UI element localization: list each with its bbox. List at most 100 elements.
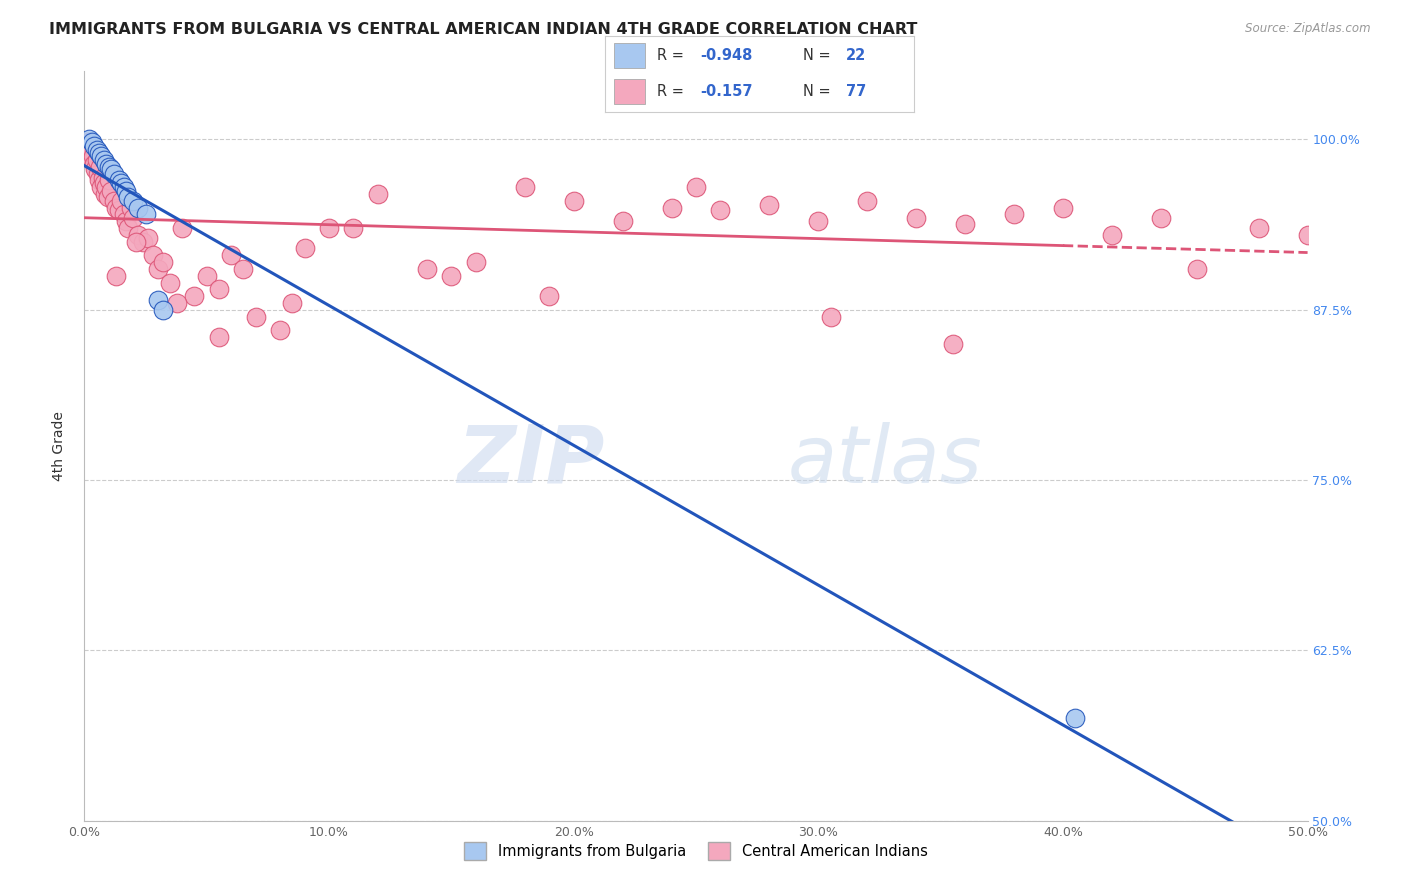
Text: ZIP: ZIP [457, 422, 605, 500]
Point [122, 211, 145, 226]
Point [807, 214, 830, 228]
Text: 22: 22 [846, 47, 866, 62]
Point [117, 221, 139, 235]
Point [136, 230, 159, 244]
Point [77, 135, 100, 149]
Point [112, 207, 135, 221]
Point [146, 261, 169, 276]
Point [152, 302, 174, 317]
Point [1187, 261, 1209, 276]
Point [79, 146, 101, 161]
Point [942, 336, 965, 351]
Point [612, 214, 634, 228]
Point [269, 323, 291, 337]
Point [1064, 711, 1087, 725]
Point [146, 293, 169, 308]
Point [183, 289, 205, 303]
Point [77, 132, 100, 146]
Point [117, 190, 139, 204]
Point [107, 173, 129, 187]
Point [820, 310, 842, 324]
Point [100, 184, 122, 198]
Point [97, 173, 120, 187]
Point [294, 242, 316, 256]
Point [1052, 201, 1074, 215]
Point [416, 261, 439, 276]
Point [115, 184, 138, 198]
Point [135, 207, 157, 221]
Point [76, 139, 98, 153]
Point [112, 180, 135, 194]
Point [97, 190, 120, 204]
Text: -0.157: -0.157 [700, 84, 754, 98]
Point [464, 255, 486, 269]
Point [127, 201, 149, 215]
Point [107, 203, 129, 218]
Point [953, 217, 976, 231]
Point [120, 201, 142, 215]
Point [96, 180, 118, 194]
Point [100, 162, 122, 177]
Point [127, 227, 149, 242]
Bar [614, 43, 645, 68]
Point [208, 330, 231, 344]
Point [90, 180, 112, 194]
Point [82, 149, 104, 163]
Legend: Immigrants from Bulgaria, Central American Indians: Immigrants from Bulgaria, Central Americ… [458, 837, 934, 866]
Point [83, 139, 105, 153]
Text: Source: ZipAtlas.com: Source: ZipAtlas.com [1246, 22, 1371, 36]
Point [87, 146, 110, 161]
Text: IMMIGRANTS FROM BULGARIA VS CENTRAL AMERICAN INDIAN 4TH GRADE CORRELATION CHART: IMMIGRANTS FROM BULGARIA VS CENTRAL AMER… [49, 22, 918, 37]
Point [87, 173, 110, 187]
Point [97, 160, 120, 174]
Point [103, 167, 125, 181]
Point [93, 153, 115, 167]
Y-axis label: 4th Grade: 4th Grade [52, 411, 66, 481]
Point [122, 194, 145, 208]
Point [195, 268, 218, 283]
Point [110, 194, 132, 208]
Point [245, 310, 267, 324]
Point [1296, 227, 1319, 242]
Point [538, 289, 561, 303]
Text: 77: 77 [846, 84, 866, 98]
Point [856, 194, 879, 208]
Point [1002, 207, 1025, 221]
Point [562, 194, 585, 208]
Point [758, 198, 780, 212]
Point [440, 268, 463, 283]
Point [87, 167, 110, 181]
Bar [614, 78, 645, 104]
Point [77, 144, 100, 158]
Point [1247, 221, 1270, 235]
Point [84, 162, 107, 177]
Point [142, 248, 165, 262]
Point [115, 214, 138, 228]
Point [1101, 227, 1123, 242]
Point [159, 276, 181, 290]
Point [208, 282, 231, 296]
Point [685, 180, 707, 194]
Text: -0.948: -0.948 [700, 47, 752, 62]
Point [94, 186, 117, 201]
Text: atlas: atlas [787, 422, 983, 500]
Text: N =: N = [803, 47, 835, 62]
Point [132, 235, 155, 249]
Point [90, 149, 112, 163]
Text: N =: N = [803, 84, 835, 98]
Point [83, 157, 105, 171]
Point [80, 153, 103, 167]
Point [172, 221, 194, 235]
Point [166, 296, 188, 310]
Point [1150, 211, 1173, 226]
Point [96, 157, 118, 171]
Point [367, 186, 389, 201]
Point [103, 194, 125, 208]
Point [91, 170, 114, 185]
Point [281, 296, 304, 310]
Point [661, 201, 683, 215]
Point [105, 201, 128, 215]
Point [125, 235, 148, 249]
Point [110, 176, 132, 190]
Point [105, 268, 128, 283]
